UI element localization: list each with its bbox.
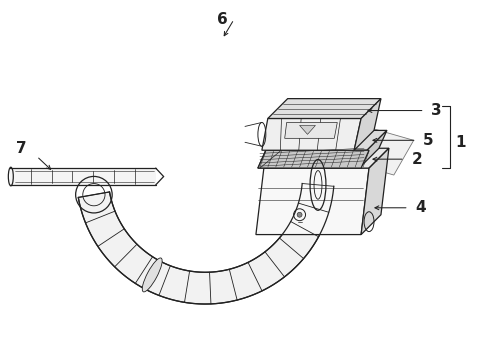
Text: 2: 2: [411, 152, 422, 167]
Text: 1: 1: [455, 135, 466, 150]
Polygon shape: [262, 118, 361, 150]
Polygon shape: [285, 122, 337, 138]
Polygon shape: [361, 148, 389, 235]
Polygon shape: [258, 150, 369, 168]
Text: 7: 7: [17, 141, 27, 156]
Polygon shape: [258, 150, 367, 168]
Polygon shape: [10, 168, 156, 185]
Polygon shape: [354, 99, 381, 150]
Polygon shape: [268, 99, 381, 118]
Circle shape: [297, 212, 302, 217]
Polygon shape: [256, 168, 369, 235]
Polygon shape: [359, 130, 387, 168]
Ellipse shape: [142, 258, 162, 292]
Polygon shape: [299, 125, 316, 134]
Polygon shape: [78, 184, 334, 304]
Text: 3: 3: [431, 103, 442, 118]
Polygon shape: [290, 111, 414, 175]
Text: 4: 4: [416, 200, 426, 215]
Text: 5: 5: [423, 133, 434, 148]
Polygon shape: [266, 130, 387, 150]
Text: 6: 6: [217, 12, 227, 27]
Polygon shape: [264, 148, 389, 168]
